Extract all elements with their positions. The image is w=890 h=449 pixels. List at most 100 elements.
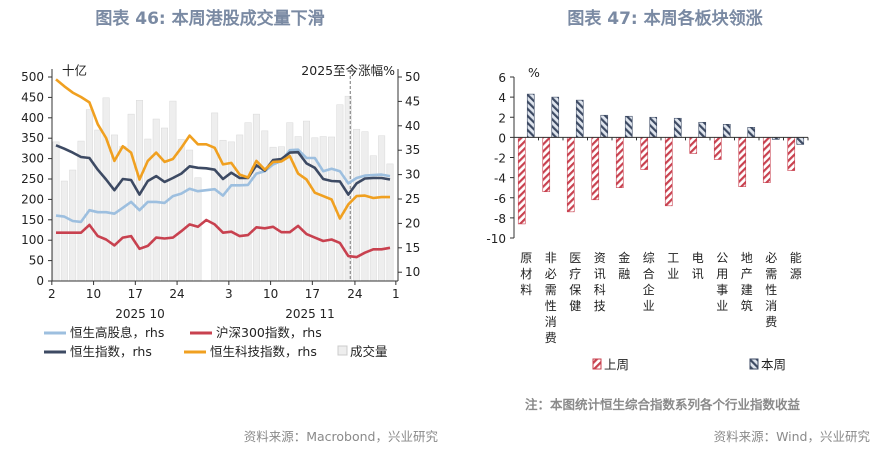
volume-bar bbox=[94, 129, 102, 282]
category-char: 业 bbox=[716, 299, 728, 313]
chart-note: 注：本图统计恒生综合指数系列各个行业指数收益 bbox=[525, 397, 801, 412]
category-char: 原 bbox=[520, 251, 532, 265]
category-char: 非 bbox=[545, 251, 557, 265]
bar-this-week bbox=[600, 114, 609, 138]
category-char: 综 bbox=[643, 251, 655, 265]
category-char: 需 bbox=[765, 267, 777, 281]
y-tick-label: 100 bbox=[21, 233, 44, 247]
volume-bar bbox=[69, 169, 77, 282]
category-char: 消 bbox=[765, 299, 777, 313]
category-char: 需 bbox=[545, 283, 557, 297]
category-char: 消 bbox=[545, 315, 557, 329]
bar-this-week bbox=[747, 127, 756, 138]
category-label: 地产建筑 bbox=[741, 251, 753, 313]
series-line bbox=[55, 78, 390, 220]
bar-last-week bbox=[738, 137, 747, 187]
y-tick-label: 6 bbox=[498, 71, 506, 85]
category-label: 工业 bbox=[667, 251, 679, 281]
bar-last-week bbox=[640, 137, 649, 170]
series-line bbox=[55, 148, 391, 224]
y-tick-label: -8 bbox=[494, 212, 506, 226]
y-tick-label: 150 bbox=[21, 213, 44, 227]
category-char: 业 bbox=[643, 299, 655, 313]
category-char: 电 bbox=[692, 251, 704, 265]
category-label: 医疗保健 bbox=[569, 251, 581, 313]
category-char: 资 bbox=[594, 251, 606, 265]
series-line bbox=[55, 144, 391, 196]
volume-bar bbox=[169, 100, 177, 282]
volume-bar bbox=[286, 122, 294, 282]
category-char: 讯 bbox=[594, 267, 606, 281]
category-label: 能源 bbox=[790, 251, 802, 281]
x-tick-label: 1 bbox=[392, 287, 400, 301]
legend-label: 沪深300指数，rhs bbox=[216, 325, 322, 340]
source-left: 资料来源：Macrobond，兴业研究 bbox=[244, 429, 439, 444]
volume-bar bbox=[319, 136, 327, 282]
bar-last-week bbox=[542, 137, 551, 193]
volume-chart: 0501001502002503003504004505001015202530… bbox=[21, 69, 420, 359]
category-char: 医 bbox=[569, 251, 581, 265]
legend-label: 本周 bbox=[761, 357, 786, 372]
legend-label: 恒生科技指数，rhs bbox=[210, 344, 317, 359]
bar-this-week bbox=[624, 115, 633, 138]
volume-bar bbox=[294, 136, 302, 282]
y-tick-label: 400 bbox=[21, 111, 44, 125]
category-label: 公用事业 bbox=[716, 251, 728, 313]
volume-bar bbox=[85, 109, 93, 282]
category-label: 综合企业 bbox=[643, 251, 655, 313]
volume-bar bbox=[77, 140, 85, 282]
bar-this-week bbox=[698, 121, 707, 138]
y-tick-label: 200 bbox=[21, 192, 44, 206]
category-label: 资讯科技 bbox=[594, 251, 606, 313]
x-tick-label: 17 bbox=[305, 287, 320, 301]
y-tick-label: 450 bbox=[21, 90, 44, 104]
bar-last-week bbox=[566, 137, 575, 213]
category-char: 性 bbox=[545, 299, 557, 313]
category-char: 事 bbox=[716, 283, 728, 297]
y-tick-label: 0 bbox=[498, 131, 506, 145]
bar-last-week bbox=[762, 137, 771, 183]
bar-last-week bbox=[689, 137, 698, 154]
y-tick-label-right: 10 bbox=[405, 265, 420, 279]
right-axis-unit: 2025至今涨幅% bbox=[301, 63, 395, 78]
legend-swatch bbox=[749, 358, 759, 370]
y-tick-label: 300 bbox=[21, 152, 44, 166]
y-tick-label: 2 bbox=[498, 111, 506, 125]
bar-last-week bbox=[713, 137, 722, 160]
category-char: 讯 bbox=[692, 267, 704, 281]
x-tick-label: 10 bbox=[86, 287, 101, 301]
y-tick-label: 500 bbox=[21, 70, 44, 84]
category-char: 性 bbox=[765, 283, 777, 297]
x-tick-label: 10 bbox=[263, 287, 278, 301]
category-char: 疗 bbox=[569, 267, 581, 281]
x-tick-label: 3 bbox=[225, 287, 233, 301]
category-label: 原材料 bbox=[520, 251, 532, 297]
y-tick-label: 250 bbox=[21, 172, 44, 186]
category-char: 保 bbox=[569, 283, 581, 297]
bar-this-week bbox=[796, 137, 805, 145]
legend-label: 成交量 bbox=[350, 344, 388, 359]
legend-label: 上周 bbox=[604, 357, 629, 372]
chart-title-left: 图表 46: 本周港股成交量下滑 bbox=[95, 8, 324, 29]
volume-bar bbox=[119, 146, 127, 282]
bar-last-week bbox=[787, 137, 796, 171]
legend-swatch bbox=[337, 345, 348, 356]
volume-bar bbox=[52, 141, 60, 282]
y-tick-label-right: 15 bbox=[405, 241, 420, 255]
category-char: 企 bbox=[643, 282, 655, 297]
volume-bar bbox=[177, 139, 185, 282]
legend-label: 恒生高股息，rhs bbox=[70, 325, 164, 340]
month-label: 2025 11 bbox=[285, 307, 335, 321]
y-tick-label: -2 bbox=[494, 152, 506, 166]
x-tick-label: 24 bbox=[347, 287, 362, 301]
category-char: 筑 bbox=[741, 298, 753, 313]
category-label: 电讯 bbox=[692, 251, 704, 281]
bar-this-week bbox=[526, 93, 535, 138]
category-char: 材 bbox=[520, 267, 532, 281]
bar-this-week bbox=[575, 99, 584, 138]
volume-bar bbox=[60, 180, 68, 282]
volume-bar bbox=[194, 177, 202, 282]
category-char: 费 bbox=[765, 315, 777, 329]
category-char: 料 bbox=[520, 283, 532, 297]
category-char: 能 bbox=[790, 251, 802, 265]
